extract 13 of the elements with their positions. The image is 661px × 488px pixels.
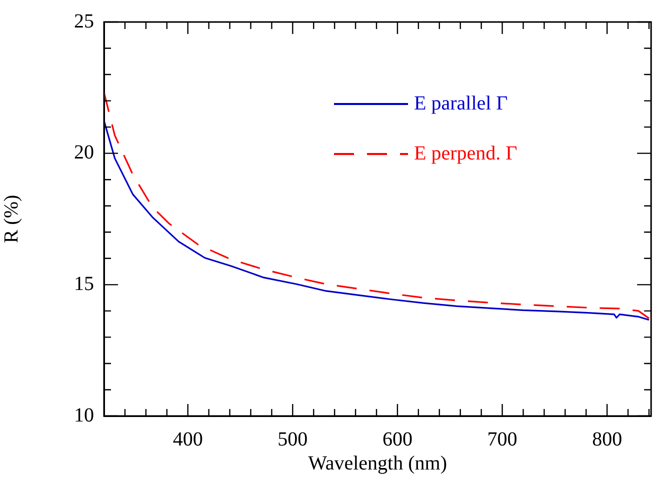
x-tick-label: 700 [487, 428, 518, 450]
legend-label: E parallel Γ [414, 92, 508, 114]
legend-label: E perpend. Γ [414, 142, 518, 164]
x-tick-label: 800 [592, 428, 622, 450]
y-axis-title: R (%) [0, 194, 22, 244]
y-tick-label: 20 [74, 142, 94, 164]
x-axis-title: Wavelength (nm) [308, 452, 447, 474]
x-tick-label: 600 [382, 428, 412, 450]
x-tick-label: 400 [172, 428, 203, 450]
y-tick-label: 15 [74, 272, 94, 295]
x-tick-label: 500 [278, 428, 308, 450]
y-tick-label: 10 [74, 404, 94, 426]
y-tick-label: 25 [74, 10, 94, 32]
